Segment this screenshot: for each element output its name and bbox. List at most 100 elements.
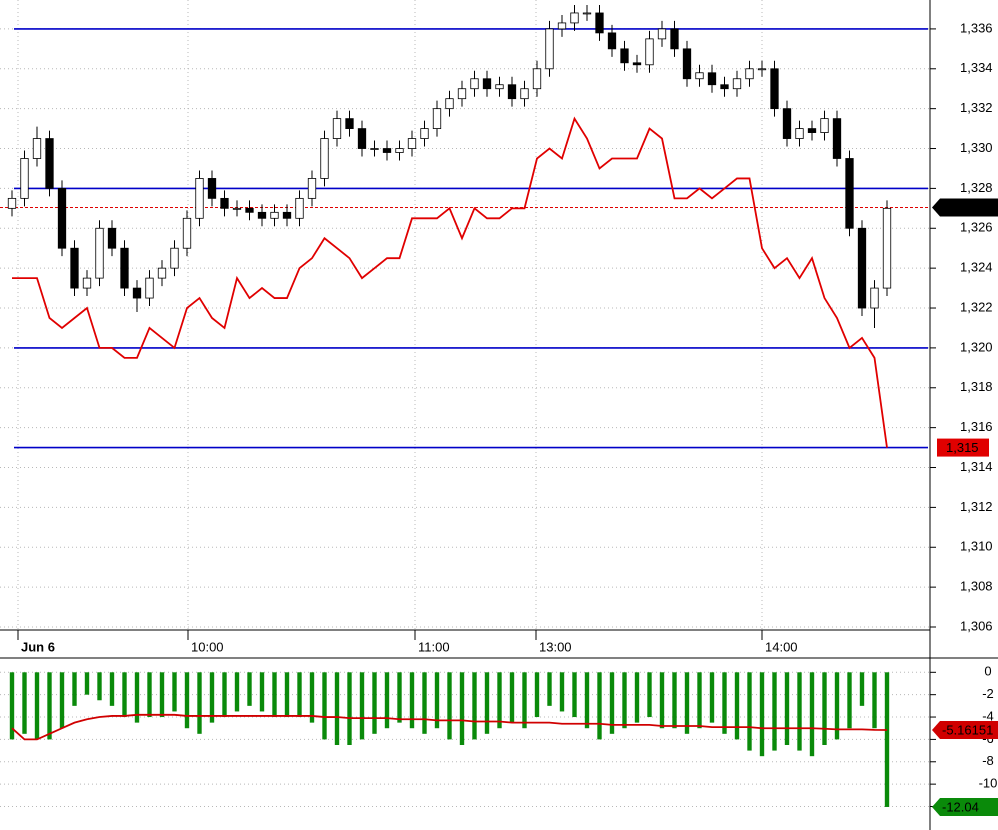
candle-body [382, 148, 392, 153]
bar [409, 672, 415, 729]
bar [134, 672, 140, 723]
y-tick-label: 1,334 [960, 60, 993, 75]
bar [222, 672, 227, 718]
bar [559, 672, 565, 712]
bar [509, 672, 515, 723]
price-marker-box [932, 198, 998, 217]
candle-body [645, 38, 654, 66]
y-tick-label: -4 [982, 708, 994, 723]
bar [522, 672, 527, 729]
candle-body [632, 62, 642, 66]
candle-body [195, 178, 204, 219]
line-series [11, 713, 888, 741]
y-tick-label: -8 [982, 753, 994, 768]
bar [84, 672, 90, 695]
x-tick-label: Jun 6 [21, 639, 55, 654]
end-label-box [932, 721, 998, 740]
bar [247, 672, 252, 706]
y-tick-label: 1,316 [960, 419, 993, 434]
end-label-box [937, 438, 989, 457]
bar [259, 672, 265, 712]
bar [797, 672, 802, 751]
bar [434, 672, 440, 729]
candle-body [20, 158, 29, 199]
bar [747, 672, 752, 751]
bar [497, 672, 502, 729]
candle-body [157, 267, 167, 279]
candle-body [795, 128, 804, 139]
bar [597, 672, 602, 740]
bar [834, 672, 840, 740]
candle-body [682, 48, 692, 80]
candle-body [770, 68, 779, 110]
bar [734, 672, 740, 740]
bar [122, 672, 127, 718]
candle-body [232, 207, 242, 210]
candle-body [45, 138, 54, 189]
bar [609, 672, 615, 734]
candle-body [407, 138, 417, 149]
candle-body [132, 287, 142, 299]
candle-body [670, 28, 679, 50]
candle-body [282, 211, 292, 219]
bar [9, 672, 15, 740]
line-series [12, 116, 888, 448]
bar [822, 672, 827, 745]
bar [809, 672, 815, 757]
bar [772, 672, 777, 751]
bar [184, 672, 190, 729]
candle-body [882, 207, 892, 289]
y-tick-label: 1,318 [960, 379, 993, 394]
candle-body [445, 98, 454, 110]
candle-body [7, 197, 17, 209]
candle-body [657, 28, 667, 40]
x-tick-label: 13:00 [539, 639, 572, 654]
candle-body [620, 48, 629, 64]
y-tick-label: 1,312 [960, 499, 993, 514]
bar [284, 672, 290, 718]
bar [472, 672, 477, 740]
bar [884, 672, 890, 807]
bar [372, 672, 377, 734]
candle-body [707, 72, 717, 86]
y-tick-label: 1,306 [960, 618, 993, 633]
candle-body [145, 277, 154, 299]
bar [397, 672, 402, 723]
price-marker-label: 1,327.04 [944, 200, 995, 215]
end-label: 1,315 [946, 440, 979, 455]
bar [722, 672, 727, 734]
candle-body [370, 148, 379, 150]
bar [709, 672, 715, 723]
candle-body [607, 32, 617, 50]
bar [422, 672, 427, 734]
bar [784, 672, 790, 745]
bar [647, 672, 652, 718]
candle-body [870, 287, 879, 309]
candle-body [820, 118, 829, 133]
candle-body [720, 84, 729, 90]
y-tick-label: -10 [979, 776, 998, 791]
bar [684, 672, 690, 734]
y-tick-label: 1,332 [960, 100, 993, 115]
bar [459, 672, 465, 745]
bar [22, 672, 27, 734]
candle-body [57, 188, 67, 249]
candle-body [357, 128, 367, 149]
candle-body [507, 84, 517, 100]
candle-body [82, 277, 92, 289]
candle-body [207, 178, 217, 199]
end-label: -12.04 [942, 799, 979, 814]
y-tick-label: 1,314 [960, 459, 993, 474]
bar [384, 672, 390, 729]
x-tick-label: 11:00 [418, 639, 450, 654]
bar [447, 672, 452, 740]
candle-body [320, 138, 329, 179]
bar [309, 672, 315, 723]
y-tick-label: 1,326 [960, 220, 993, 235]
candle-body [295, 197, 304, 219]
bar [484, 672, 490, 734]
bar [572, 672, 577, 718]
bar [334, 672, 340, 745]
candle-body [470, 78, 479, 90]
